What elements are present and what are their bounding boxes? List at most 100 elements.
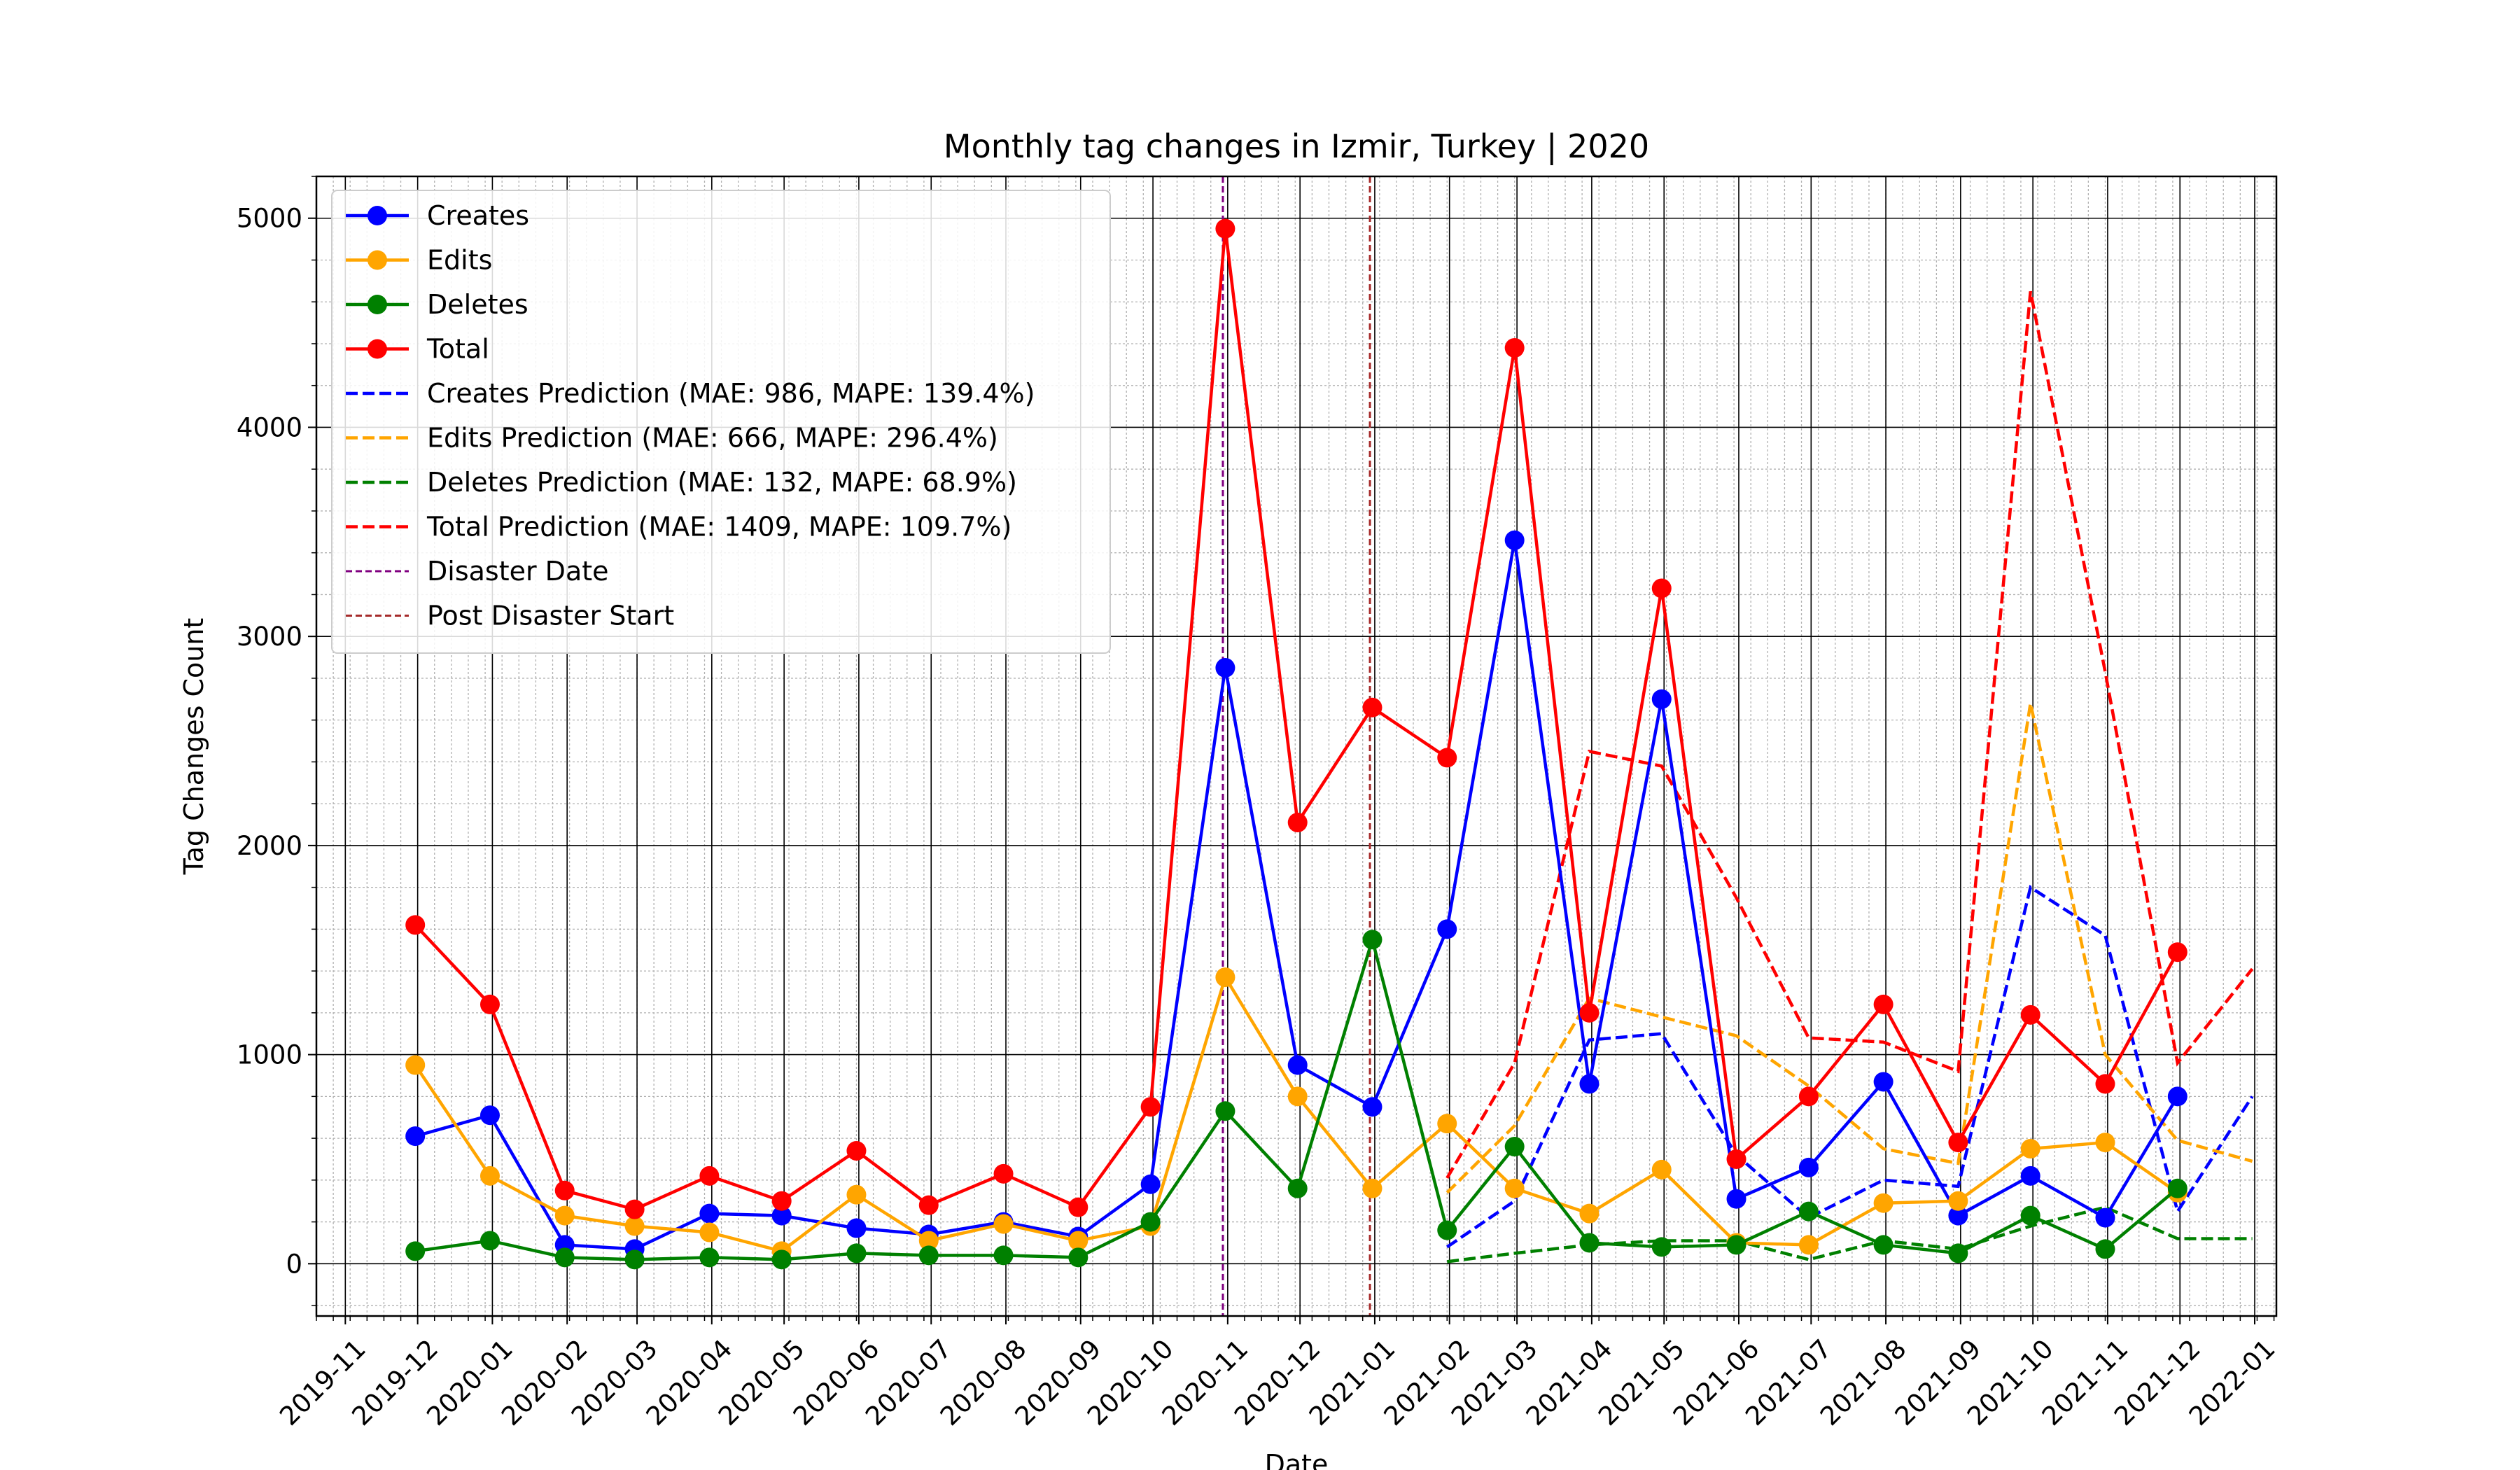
data-point — [405, 1241, 426, 1261]
data-point — [1873, 1193, 1893, 1213]
legend-label: Total — [426, 334, 489, 365]
legend-marker — [368, 339, 387, 359]
data-point — [1651, 1159, 1672, 1180]
data-point — [2020, 1205, 2040, 1226]
data-point — [846, 1184, 867, 1205]
data-point — [479, 994, 500, 1014]
series-deletes — [405, 930, 2188, 1270]
data-point — [1215, 657, 1236, 678]
data-point — [1437, 919, 1457, 939]
data-point — [993, 1245, 1014, 1266]
data-point — [1726, 1189, 1746, 1209]
data-point — [1726, 1149, 1746, 1169]
data-point — [1068, 1197, 1088, 1217]
data-point — [1873, 1235, 1893, 1255]
data-point — [1504, 1178, 1525, 1198]
data-point — [1579, 1002, 1600, 1023]
data-point — [2020, 1004, 2040, 1025]
legend-marker — [368, 250, 387, 270]
data-point — [918, 1245, 939, 1266]
data-point — [405, 915, 426, 935]
data-point — [2095, 1239, 2115, 1259]
data-point — [1215, 218, 1236, 239]
legend-label: Disaster Date — [427, 556, 609, 587]
data-point — [993, 1214, 1014, 1234]
data-point — [2095, 1074, 2115, 1094]
legend-marker — [368, 295, 387, 314]
plot-frame — [315, 175, 2278, 1317]
data-point — [1215, 967, 1236, 988]
data-point — [1579, 1074, 1600, 1094]
data-point — [2095, 1133, 2115, 1153]
data-point — [2167, 942, 2188, 962]
data-point — [846, 1218, 867, 1238]
data-point — [1504, 530, 1525, 550]
data-point — [479, 1105, 500, 1126]
legend-label: Edits — [427, 245, 492, 276]
data-point — [1140, 1097, 1161, 1117]
prediction-line-0 — [1446, 885, 2254, 1249]
data-point — [1948, 1191, 1968, 1211]
data-point — [479, 1166, 500, 1186]
data-point — [1873, 1072, 1893, 1092]
data-point — [993, 1163, 1014, 1184]
data-point — [1437, 1220, 1457, 1240]
legend-label: Deletes — [427, 289, 528, 320]
data-point — [1287, 1178, 1308, 1198]
data-point — [918, 1195, 939, 1215]
legend-label: Deletes Prediction (MAE: 132, MAPE: 68.9… — [427, 467, 1017, 498]
data-point — [1362, 1097, 1382, 1117]
data-point — [1948, 1205, 1968, 1226]
data-point — [1579, 1203, 1600, 1224]
y-tick-label: 2000 — [237, 831, 302, 861]
data-point — [699, 1166, 720, 1186]
legend-label: Creates Prediction (MAE: 986, MAPE: 139.… — [427, 378, 1035, 409]
y-tick-label: 3000 — [237, 622, 302, 652]
data-point — [479, 1231, 500, 1251]
legend-marker — [368, 206, 387, 225]
data-point — [1798, 1086, 1819, 1107]
data-point — [1651, 1237, 1672, 1257]
data-point — [1504, 337, 1525, 358]
data-point — [699, 1203, 720, 1224]
data-point — [1504, 1137, 1525, 1157]
data-point — [2095, 1208, 2115, 1228]
actual-series — [405, 218, 2188, 1270]
data-point — [1068, 1231, 1088, 1251]
y-tick-label: 1000 — [237, 1040, 302, 1070]
data-point — [2167, 1178, 2188, 1198]
data-point — [918, 1231, 939, 1251]
legend-label: Creates — [427, 200, 529, 231]
data-point — [1579, 1233, 1600, 1253]
prediction-line-1 — [1446, 703, 2253, 1194]
data-point — [699, 1247, 720, 1268]
reference-lines — [1222, 176, 1371, 1316]
data-point — [1651, 689, 1672, 709]
data-point — [624, 1250, 645, 1270]
y-tick-label: 4000 — [237, 412, 302, 442]
data-point — [1798, 1157, 1819, 1177]
data-point — [1362, 697, 1382, 718]
data-point — [624, 1216, 645, 1236]
data-point — [1287, 1055, 1308, 1075]
data-point — [1726, 1235, 1746, 1255]
data-point — [1798, 1235, 1819, 1255]
y-tick-label: 0 — [286, 1249, 302, 1279]
data-point — [846, 1141, 867, 1161]
data-point — [2020, 1166, 2040, 1186]
chart-title: Monthly tag changes in Izmir, Turkey | 2… — [944, 127, 1649, 166]
data-point — [846, 1243, 867, 1264]
data-point — [1437, 748, 1457, 768]
y-tick-label: 5000 — [237, 204, 302, 234]
data-point — [1287, 1086, 1308, 1107]
data-point — [1948, 1243, 1968, 1264]
series-total — [405, 218, 2188, 1219]
legend: Creates Edits Deletes Total Creates Predicti… — [331, 190, 1111, 654]
data-point — [1140, 1174, 1161, 1194]
y-axis-label: Tag Changes Count — [178, 618, 209, 876]
data-point — [2020, 1139, 2040, 1159]
data-point — [699, 1222, 720, 1242]
y-axis: 0 1000 2000 3000 4000 5000 — [237, 176, 316, 1306]
legend-label: Edits Prediction (MAE: 666, MAPE: 296.4%… — [427, 423, 998, 454]
